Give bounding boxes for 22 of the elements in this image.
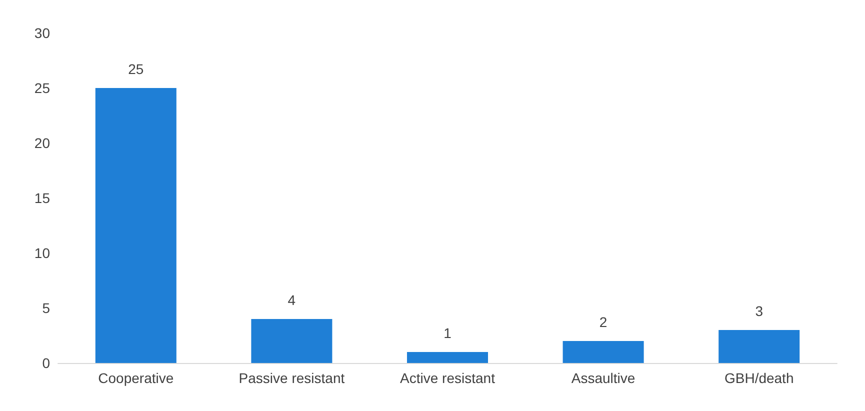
y-tick-label: 0 bbox=[42, 355, 50, 371]
data-label: 1 bbox=[444, 325, 452, 341]
y-tick-label: 20 bbox=[34, 135, 50, 151]
x-tick-label: Assaultive bbox=[571, 370, 636, 386]
data-label: 2 bbox=[599, 314, 608, 330]
y-tick-label: 30 bbox=[34, 25, 50, 41]
y-tick-label: 5 bbox=[42, 300, 50, 316]
y-tick-label: 15 bbox=[34, 190, 50, 206]
y-tick-label: 25 bbox=[34, 80, 50, 96]
x-tick-label: Active resistant bbox=[400, 370, 496, 386]
x-tick-label: Passive resistant bbox=[238, 370, 345, 386]
y-tick-label: 10 bbox=[34, 245, 50, 261]
data-label: 4 bbox=[288, 292, 296, 308]
data-label: 3 bbox=[755, 303, 764, 319]
bar bbox=[95, 88, 176, 363]
data-label: 25 bbox=[128, 61, 144, 77]
bar bbox=[406, 352, 488, 363]
bar bbox=[562, 341, 644, 363]
bar bbox=[251, 319, 332, 363]
x-tick-label: Cooperative bbox=[98, 370, 174, 386]
x-tick-label: GBH/death bbox=[724, 370, 794, 386]
bar bbox=[718, 330, 800, 363]
